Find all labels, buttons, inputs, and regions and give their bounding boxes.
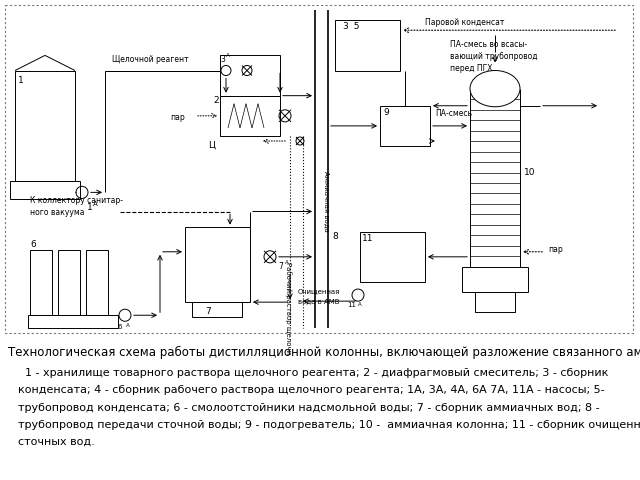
Text: 3: 3	[220, 55, 225, 64]
Bar	[58, 250, 80, 315]
Bar	[380, 106, 430, 146]
Text: 6: 6	[118, 324, 122, 330]
Text: А: А	[226, 53, 230, 59]
Bar	[475, 292, 515, 312]
Text: Паровой конденсат: Паровой конденсат	[425, 18, 504, 27]
Text: 1: 1	[87, 204, 93, 213]
Bar	[220, 55, 280, 96]
Bar	[185, 227, 250, 302]
Bar	[28, 315, 118, 328]
Bar	[335, 20, 400, 71]
Bar	[10, 181, 80, 199]
Text: А: А	[285, 260, 289, 265]
Text: 8: 8	[332, 232, 338, 240]
Text: ного вакуума: ного вакуума	[30, 208, 84, 217]
Text: Ц: Ц	[208, 141, 215, 150]
Text: 11: 11	[347, 302, 356, 308]
Text: ПА-смесь во всасы-: ПА-смесь во всасы-	[450, 40, 527, 49]
Text: Рабочий раствор щелочи: Рабочий раствор щелочи	[285, 262, 292, 354]
Text: 9: 9	[383, 108, 388, 117]
Bar	[86, 250, 108, 315]
Text: вода в АМВ: вода в АМВ	[298, 298, 340, 304]
Text: вающий трубопровод: вающий трубопровод	[450, 52, 538, 61]
Text: Аммиачная вода: Аммиачная вода	[324, 171, 330, 232]
Bar	[30, 250, 52, 315]
Text: трубопровод конденсата; 6 - смолоотстойники надсмольной воды; 7 - сборник аммиач: трубопровод конденсата; 6 - смолоотстойн…	[18, 403, 600, 412]
Text: 7: 7	[205, 307, 211, 316]
Text: 1: 1	[18, 75, 24, 84]
Text: трубопровод передачи сточной воды; 9 - подогреватель; 10 -  аммиачная колонна; 1: трубопровод передачи сточной воды; 9 - п…	[18, 420, 640, 430]
Bar	[360, 232, 425, 282]
Text: К коллектору санитар-: К коллектору санитар-	[30, 196, 123, 205]
Text: 5: 5	[348, 22, 360, 31]
Text: 3: 3	[342, 22, 348, 31]
Text: А: А	[358, 302, 362, 307]
Bar	[220, 96, 280, 136]
Text: 1 - хранилище товарного раствора щелочного реагента; 2 - диафрагмовый смеситель;: 1 - хранилище товарного раствора щелочно…	[18, 368, 609, 378]
Text: пар: пар	[170, 113, 185, 122]
Text: ПА-смесь: ПА-смесь	[435, 109, 472, 118]
Text: 11: 11	[362, 234, 374, 243]
Bar	[15, 71, 75, 181]
Text: Щелочной реагент: Щелочной реагент	[112, 55, 189, 64]
Bar	[462, 267, 528, 292]
Text: Технологическая схема работы дистилляционной колонны, включающей разложение связ: Технологическая схема работы дистилляцио…	[8, 346, 640, 359]
Text: сточных вод.: сточных вод.	[18, 437, 95, 447]
Text: А: А	[93, 202, 98, 207]
Text: конденсата; 4 - сборник рабочего раствора щелочного реагента; 1А, 3А, 4А, 6А 7А,: конденсата; 4 - сборник рабочего раствор…	[18, 385, 605, 396]
Ellipse shape	[470, 71, 520, 107]
Text: 2: 2	[213, 96, 219, 105]
Text: перед ПГХ: перед ПГХ	[450, 64, 493, 73]
Text: А: А	[126, 324, 130, 328]
Text: 6: 6	[30, 240, 36, 249]
Bar	[192, 302, 242, 317]
Text: Очищенная: Очищенная	[298, 288, 340, 294]
Text: пар: пар	[548, 245, 563, 254]
Text: 10: 10	[524, 168, 536, 177]
Text: 7: 7	[278, 262, 283, 271]
